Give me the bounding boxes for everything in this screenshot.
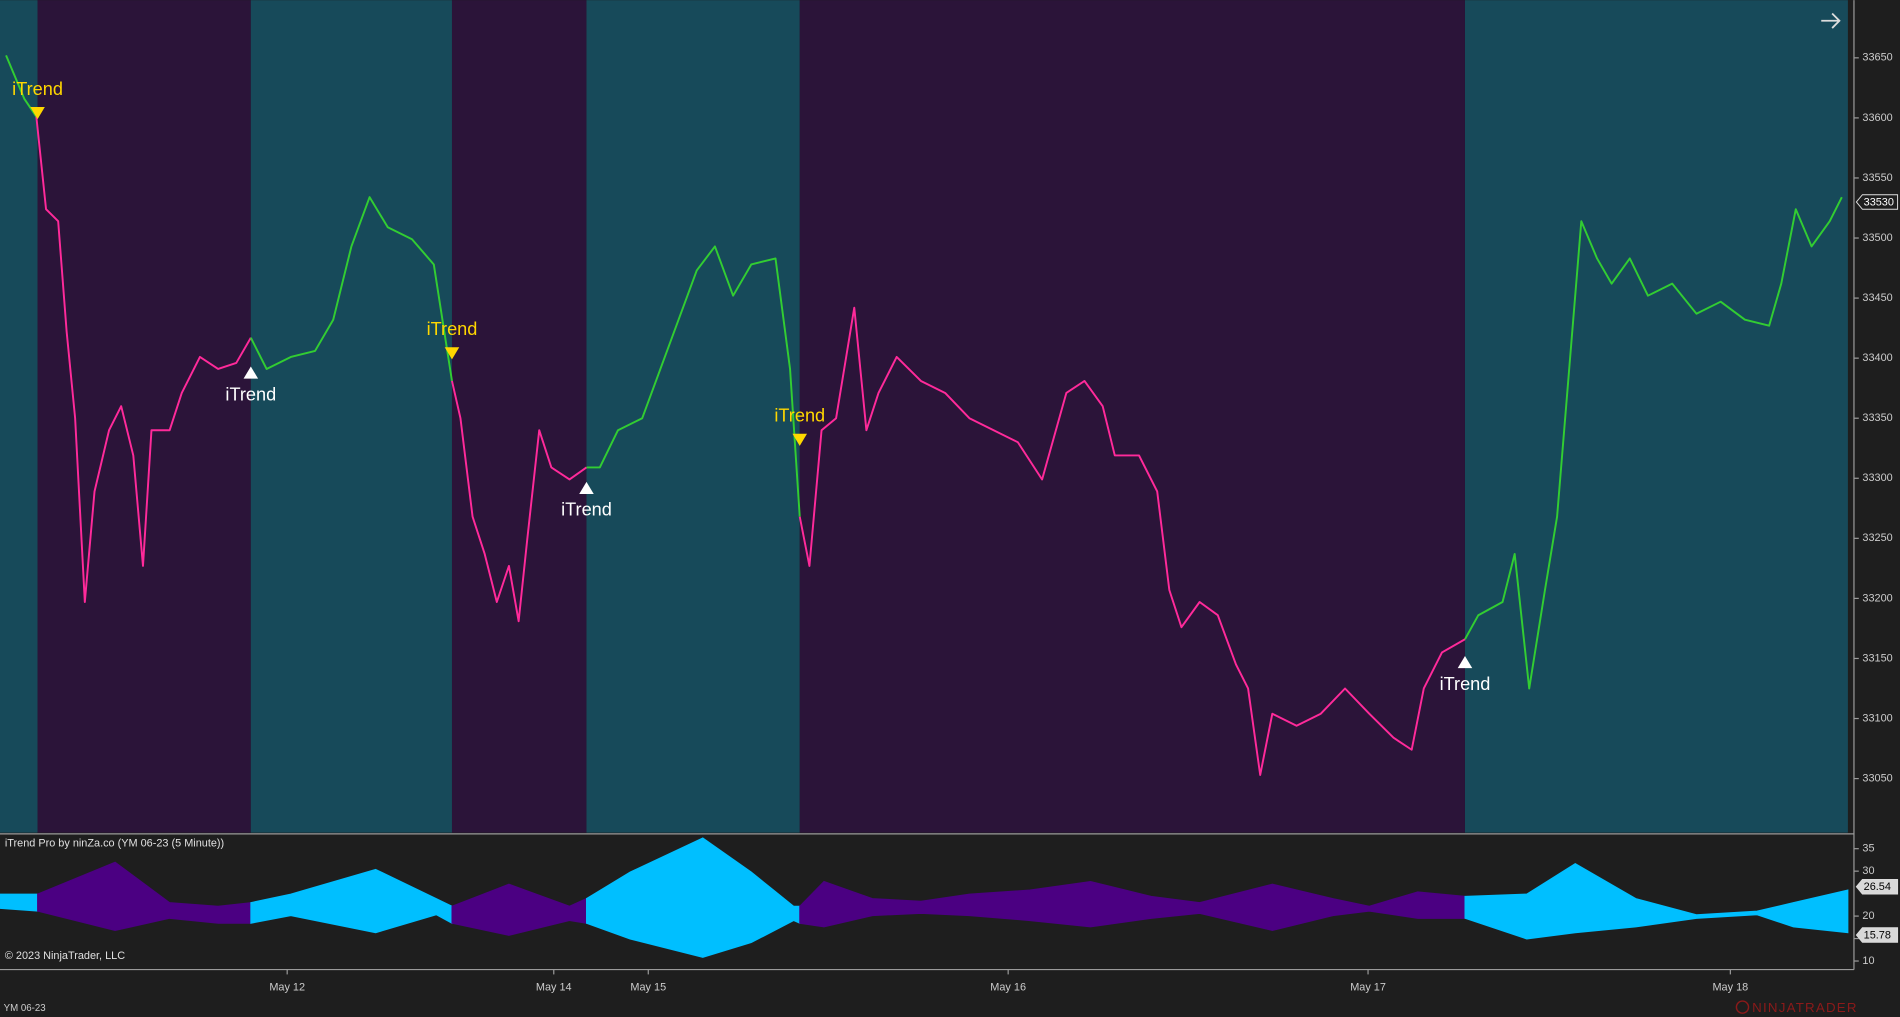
- y-tick-label: 10: [1862, 955, 1874, 967]
- signal-arrow: [30, 107, 45, 120]
- y-tick-label: 33050: [1862, 772, 1892, 784]
- trend-band: [451, 0, 587, 833]
- last-value-label: 33530: [1864, 196, 1894, 208]
- y-tick-label: 33350: [1862, 412, 1892, 424]
- trend-band: [586, 0, 800, 833]
- y-tick-label: 33200: [1862, 592, 1892, 604]
- copyright: © 2023 NinjaTrader, LLC: [5, 950, 125, 962]
- y-tick-label: 33600: [1862, 112, 1892, 124]
- signal-arrow: [243, 366, 259, 379]
- y-tick-label: 30: [1862, 865, 1874, 877]
- last-value-label: 26.54: [1864, 881, 1891, 893]
- x-tick-label: May 15: [630, 982, 666, 994]
- trend-area: [1464, 862, 1849, 940]
- y-tick-label: 33400: [1862, 352, 1892, 364]
- arrow-icon[interactable]: [1821, 12, 1841, 29]
- price-line: [5, 55, 38, 118]
- signal-label: iTrend: [12, 79, 63, 99]
- y-tick-label: 33250: [1862, 532, 1892, 544]
- trend-band: [37, 0, 251, 833]
- panel-title: iTrend Pro by ninZa.co (YM 06-23 (5 Minu…: [5, 837, 224, 849]
- trend-band: [0, 0, 38, 833]
- x-tick-label: May 16: [990, 982, 1026, 994]
- signal-arrow: [792, 433, 808, 446]
- signal-label: iTrend: [1440, 674, 1491, 694]
- signal-label: iTrend: [561, 500, 612, 520]
- y-tick-label: 33450: [1862, 292, 1892, 304]
- y-tick-label: 33100: [1862, 712, 1892, 724]
- price-line: [586, 245, 801, 517]
- y-tick-label: 20: [1862, 910, 1874, 922]
- instrument-label: YM 06-23: [4, 1003, 46, 1014]
- signal-label: iTrend: [427, 319, 478, 339]
- signal-arrow: [579, 481, 594, 494]
- trend-area: [0, 893, 39, 912]
- logo-icon: [1735, 1000, 1750, 1014]
- y-tick-label: 33150: [1862, 652, 1892, 664]
- y-tick-label: 33650: [1862, 52, 1892, 64]
- last-value-label: 15.78: [1864, 930, 1891, 942]
- x-tick-label: May 14: [536, 982, 572, 994]
- y-tick-label: 33550: [1862, 172, 1892, 184]
- price-line: [1464, 196, 1843, 690]
- signal-label: iTrend: [774, 406, 825, 426]
- signal-arrow: [1457, 656, 1473, 669]
- trend-band: [1464, 0, 1848, 833]
- price-line: [798, 306, 1466, 776]
- last-value-marker: [1855, 878, 1899, 895]
- trend-band: [799, 0, 1465, 833]
- signal-arrow: [444, 347, 460, 360]
- price-line: [451, 380, 588, 623]
- y-tick-label: 33500: [1862, 232, 1892, 244]
- x-tick-label: May 12: [269, 982, 305, 994]
- y-tick-label: 33300: [1862, 472, 1892, 484]
- x-tick-label: May 18: [1712, 982, 1748, 994]
- last-value-marker: [1855, 194, 1899, 210]
- x-tick-label: May 17: [1350, 982, 1386, 994]
- signal-label: iTrend: [225, 384, 276, 404]
- logo: NINJATRADER: [1752, 1000, 1858, 1015]
- trend-band: [250, 0, 452, 833]
- price-line: [249, 196, 453, 382]
- y-tick-label: 35: [1862, 843, 1874, 855]
- last-value-marker: [1855, 927, 1899, 943]
- price-line: [35, 116, 252, 603]
- plot-layer: 33050 33100 33150 33200 33250 33300 33350 33400…: [0, 0, 1899, 994]
